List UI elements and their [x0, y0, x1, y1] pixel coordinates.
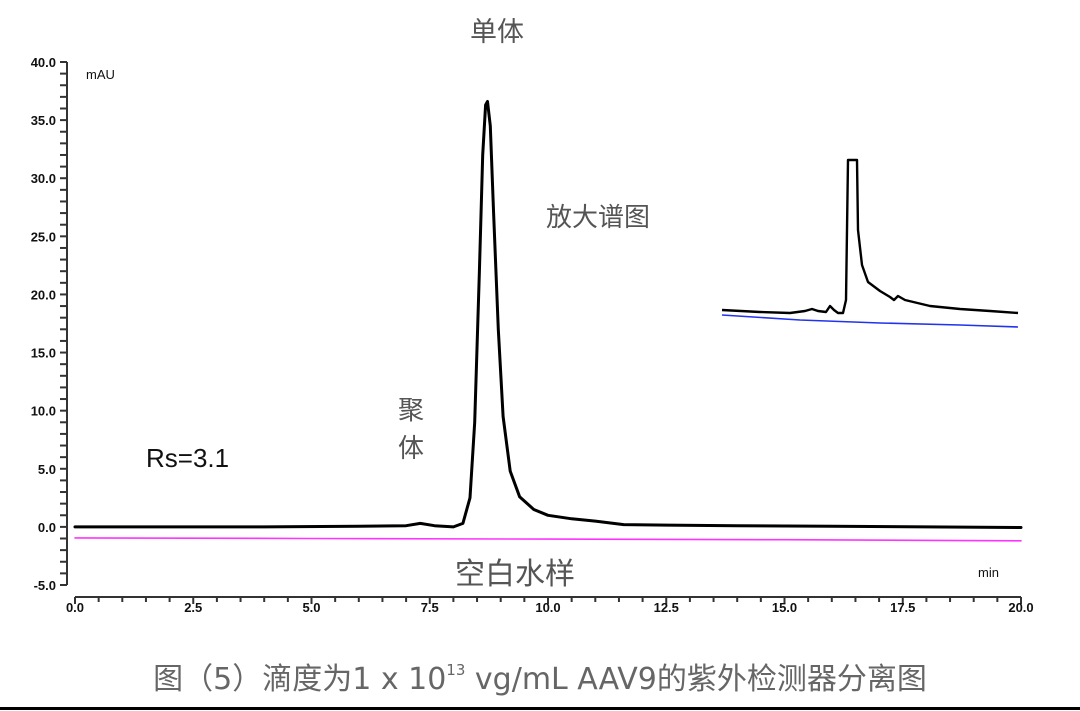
svg-text:20.0: 20.0 [1008, 600, 1033, 615]
aggregate-label-1: 聚 [398, 396, 425, 426]
svg-text:5.0: 5.0 [302, 600, 320, 615]
svg-text:5.0: 5.0 [38, 462, 56, 477]
svg-text:17.5: 17.5 [890, 600, 915, 615]
svg-text:2.5: 2.5 [184, 600, 202, 615]
svg-text:15.0: 15.0 [772, 600, 797, 615]
svg-text:25.0: 25.0 [31, 229, 56, 244]
blank-sample-label: 空白水样 [455, 557, 575, 592]
svg-text:15.0: 15.0 [31, 346, 56, 361]
zoomed-chromatogram-label: 放大谱图 [546, 203, 651, 233]
svg-text:40.0: 40.0 [31, 55, 56, 70]
axes [60, 61, 1022, 604]
svg-text:30.0: 30.0 [31, 171, 56, 186]
svg-text:0.0: 0.0 [66, 600, 84, 615]
svg-text:10.0: 10.0 [31, 404, 56, 419]
caption-exponent: 13 [446, 661, 466, 679]
zoomed-inset [721, 158, 1019, 328]
svg-text:20.0: 20.0 [31, 287, 56, 302]
svg-text:7.5: 7.5 [421, 600, 439, 615]
resolution-label: Rs=3.1 [146, 443, 230, 473]
svg-text:35.0: 35.0 [31, 113, 56, 128]
svg-text:10.0: 10.0 [535, 600, 560, 615]
monomer-label: 单体 [470, 17, 524, 48]
caption-suffix: vg/mL AAV9的紫外检测器分离图 [465, 662, 927, 697]
caption-prefix: 图（5）滴度为1 x 10 [153, 662, 447, 697]
figure-caption: 图（5）滴度为1 x 1013 vg/mL AAV9的紫外检测器分离图 [0, 654, 1080, 698]
aggregate-label-2: 体 [398, 434, 425, 464]
bottom-rule [0, 707, 1080, 710]
series-lines [73, 100, 1023, 542]
svg-text:12.5: 12.5 [654, 600, 679, 615]
y-unit-label: mAU [86, 67, 115, 82]
x-unit-label: min [978, 565, 999, 580]
tick-labels: -5.0 0.0 5.0 10.0 15.0 20.0 25.0 30.0 35.0 40.0 0.… [31, 55, 1034, 615]
svg-text:0.0: 0.0 [38, 520, 56, 535]
svg-text:-5.0: -5.0 [34, 578, 56, 593]
